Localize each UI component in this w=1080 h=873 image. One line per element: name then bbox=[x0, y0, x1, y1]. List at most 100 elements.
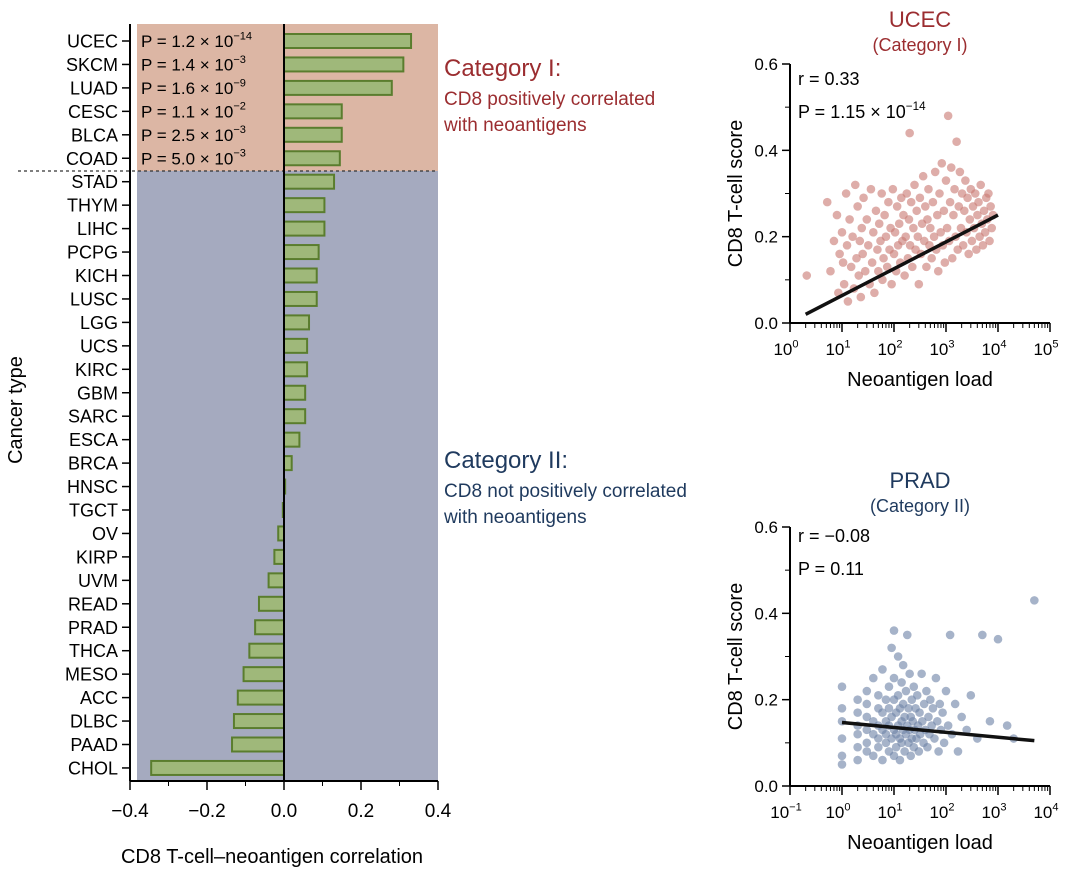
scatter-point bbox=[918, 171, 928, 181]
scatter-point bbox=[848, 232, 857, 241]
scatter-point bbox=[915, 708, 924, 717]
scatter-point bbox=[967, 236, 977, 246]
scatter-point bbox=[867, 258, 877, 267]
scatter-point bbox=[845, 215, 854, 224]
scatter-point bbox=[949, 210, 958, 220]
p-value-label: P = 1.1 × 10−2 bbox=[141, 101, 246, 122]
scatter-point bbox=[906, 751, 916, 761]
bar-brca bbox=[283, 455, 293, 472]
bar-label-read: READ bbox=[68, 594, 118, 614]
scatter-point bbox=[846, 262, 856, 272]
scatter-point bbox=[859, 193, 868, 203]
scatter-point bbox=[947, 253, 957, 263]
scatter-x-tick-label: 102 bbox=[877, 338, 902, 359]
scatter-point bbox=[881, 695, 891, 704]
scatter-x-axis-label: Neoantigen load bbox=[847, 832, 993, 854]
scatter-point bbox=[879, 253, 888, 263]
bar-label-prad: PRAD bbox=[68, 618, 118, 638]
scatter-point bbox=[945, 197, 955, 207]
scatter-x-tick-label: 102 bbox=[929, 801, 954, 822]
scatter-point bbox=[912, 691, 922, 700]
bar-label-stad: STAD bbox=[71, 172, 118, 192]
scatter-point bbox=[860, 266, 870, 276]
scatter-y-tick-label: 0.6 bbox=[754, 55, 778, 74]
scatter-subtitle: (Category I) bbox=[872, 35, 967, 55]
scatter-point bbox=[913, 232, 923, 241]
scatter-point bbox=[858, 249, 867, 259]
scatter-point bbox=[837, 704, 847, 713]
scatter-x-tick-label: 10−1 bbox=[770, 801, 802, 822]
p-value-annotations: P = 1.2 × 10−14 P = 1.4 × 10−3P = 1.6 × 1… bbox=[141, 30, 252, 168]
scatter-point bbox=[1002, 721, 1012, 730]
scatter-point bbox=[862, 725, 872, 735]
bar-ucec bbox=[283, 33, 413, 49]
scatter-point bbox=[853, 708, 862, 717]
bar-chol bbox=[150, 759, 285, 776]
bar-uvm bbox=[267, 572, 286, 589]
scatter-point bbox=[914, 279, 924, 289]
scatter-y-tick-label: 0.0 bbox=[754, 314, 778, 333]
bar-label-luad: LUAD bbox=[70, 78, 118, 98]
scatter-point bbox=[862, 215, 872, 224]
scatter-point bbox=[922, 262, 931, 272]
bar-lihc bbox=[283, 220, 326, 237]
scatter-point bbox=[853, 742, 862, 752]
scatter-point bbox=[908, 262, 917, 272]
bar-x-ticks: −0.4 −0.2 0.0 0.2 0.4 bbox=[111, 781, 452, 822]
bar-cesc bbox=[283, 103, 343, 120]
scatter-point bbox=[842, 241, 852, 250]
scatter-point bbox=[961, 176, 970, 185]
bar-read bbox=[257, 595, 286, 612]
scatter-point bbox=[869, 228, 878, 237]
bar-sarc bbox=[283, 408, 307, 425]
scatter-title: UCEC bbox=[889, 7, 951, 32]
scatter-point bbox=[843, 297, 853, 306]
scatter-point bbox=[900, 712, 909, 722]
scatter-point bbox=[893, 691, 903, 700]
scatter-point bbox=[880, 210, 889, 220]
bar-label-ucec: UCEC bbox=[67, 32, 118, 52]
bar-kich bbox=[283, 267, 318, 284]
scatter-point bbox=[935, 189, 944, 198]
scatter-point bbox=[837, 734, 847, 743]
bar-ucs bbox=[283, 337, 309, 354]
scatter-point bbox=[850, 180, 860, 190]
scatter-point bbox=[932, 210, 942, 220]
scatter-y-tick-label: 0.2 bbox=[754, 691, 778, 710]
scatter-x-tick-label: 101 bbox=[877, 801, 902, 822]
scatter-point bbox=[802, 271, 812, 280]
scatter-point bbox=[962, 725, 971, 735]
scatter-point bbox=[878, 665, 887, 674]
bar-coad bbox=[283, 150, 341, 167]
scatter-point bbox=[966, 691, 976, 700]
bar-prad bbox=[254, 619, 285, 636]
scatter-point bbox=[852, 253, 861, 263]
category-i-line1: CD8 positively correlated bbox=[444, 89, 655, 110]
bar-label-thca: THCA bbox=[69, 641, 118, 661]
bar-lusc bbox=[283, 290, 318, 307]
scatter-point bbox=[985, 716, 995, 726]
bar-label-kich: KICH bbox=[75, 266, 118, 286]
scatter-point bbox=[953, 747, 963, 756]
scatter-point bbox=[972, 245, 981, 254]
scatter-point bbox=[873, 245, 882, 254]
bar-label-coad: COAD bbox=[66, 149, 118, 169]
scatter-point bbox=[940, 258, 950, 267]
bar-x-tick-label: 0.4 bbox=[425, 801, 452, 822]
bar-dlbc bbox=[232, 713, 285, 730]
scatter-point bbox=[976, 180, 986, 190]
category-ii-background bbox=[137, 171, 438, 781]
scatter-point bbox=[934, 747, 943, 756]
scatter-point bbox=[912, 206, 921, 216]
scatter-point bbox=[928, 197, 938, 207]
scatter-point bbox=[932, 716, 942, 726]
bar-kirp bbox=[273, 548, 285, 565]
scatter-point bbox=[874, 691, 883, 700]
scatter-point bbox=[890, 228, 900, 237]
scatter-point bbox=[924, 184, 933, 194]
scatter-point bbox=[889, 673, 899, 683]
scatter-point bbox=[884, 682, 894, 692]
scatter-point bbox=[855, 236, 865, 246]
scatter-x-tick-label: 100 bbox=[825, 801, 850, 822]
category-i-title: Category I: bbox=[444, 55, 561, 82]
